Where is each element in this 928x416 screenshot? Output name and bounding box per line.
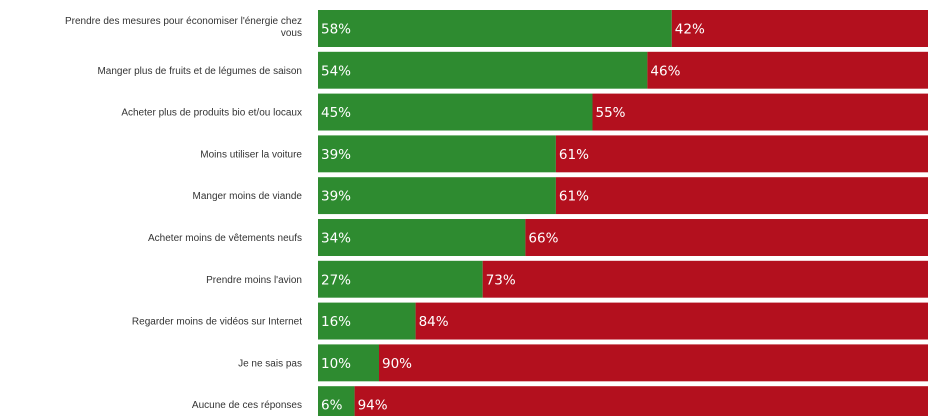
- row-separator: [318, 297, 928, 303]
- row-separator: [318, 88, 928, 94]
- data-label: 90%: [382, 356, 412, 372]
- category-label: Acheter plus de produits bio et/ou locau…: [121, 108, 302, 119]
- bar-segment-1: [647, 51, 928, 89]
- data-label: 39%: [321, 147, 351, 163]
- category-label: Prendre moins l'avion: [206, 275, 302, 286]
- bar-segment-1: [482, 260, 928, 298]
- data-label: 45%: [321, 105, 351, 121]
- row-separator: [318, 172, 928, 178]
- category-label: Prendre des mesures pour économiser l'én…: [65, 16, 302, 27]
- bar-segment-1: [671, 10, 928, 47]
- data-label: 84%: [419, 314, 449, 330]
- data-label: 61%: [559, 147, 589, 163]
- bar-segment-0: [318, 51, 648, 89]
- data-label: 39%: [321, 189, 351, 205]
- category-label: Aucune de ces réponses: [192, 400, 302, 411]
- data-label: 58%: [321, 22, 351, 38]
- row-separator: [318, 256, 928, 261]
- bar-segment-0: [318, 260, 483, 298]
- category-label: vous: [281, 28, 302, 39]
- row-separator: [318, 47, 928, 52]
- row-separator: [318, 339, 928, 345]
- data-label: 6%: [321, 398, 343, 414]
- bar-segment-1: [555, 135, 928, 173]
- bar-segment-1: [415, 302, 928, 340]
- data-label: 16%: [321, 314, 351, 330]
- bar-segment-0: [318, 302, 416, 340]
- category-labels-group: Prendre des mesures pour économiser l'én…: [65, 16, 302, 411]
- bar-segment-0: [318, 93, 593, 131]
- category-label: Manger plus de fruits et de légumes de s…: [97, 66, 302, 77]
- row-separator: [318, 381, 928, 387]
- bar-segment-1: [525, 219, 928, 256]
- data-label: 66%: [528, 231, 558, 247]
- category-label: Manger moins de viande: [192, 191, 302, 202]
- row-separator: [318, 130, 928, 136]
- data-label: 73%: [486, 272, 516, 288]
- bar-segment-1: [379, 344, 928, 382]
- bar-segment-0: [318, 219, 526, 256]
- bar-segment-0: [318, 386, 355, 416]
- bar-segment-1: [555, 177, 928, 215]
- row-separator: [318, 214, 928, 219]
- data-label: 27%: [321, 272, 351, 288]
- data-label: 61%: [559, 189, 589, 205]
- category-label: Moins utiliser la voiture: [200, 149, 302, 160]
- category-label: Regarder moins de vidéos sur Internet: [132, 317, 302, 328]
- bars-group: 58% 42% 54% 46% 45% 55% 39% 61% 39% 61% 34% 66% 27% 7…: [318, 10, 928, 416]
- data-label: 94%: [358, 398, 388, 414]
- data-label: 54%: [321, 63, 351, 79]
- bar-segment-0: [318, 135, 556, 173]
- bar-segment-1: [592, 93, 928, 131]
- data-label: 46%: [650, 63, 680, 79]
- bar-segment-0: [318, 10, 672, 47]
- data-label: 10%: [321, 356, 351, 372]
- data-label: 42%: [675, 22, 705, 38]
- category-label: Acheter moins de vêtements neufs: [148, 233, 302, 244]
- bar-segment-0: [318, 344, 379, 382]
- bar-segment-1: [354, 386, 928, 416]
- data-label: 34%: [321, 231, 351, 247]
- data-label: 55%: [596, 105, 626, 121]
- bar-segment-0: [318, 177, 556, 215]
- category-label: Je ne sais pas: [238, 358, 302, 369]
